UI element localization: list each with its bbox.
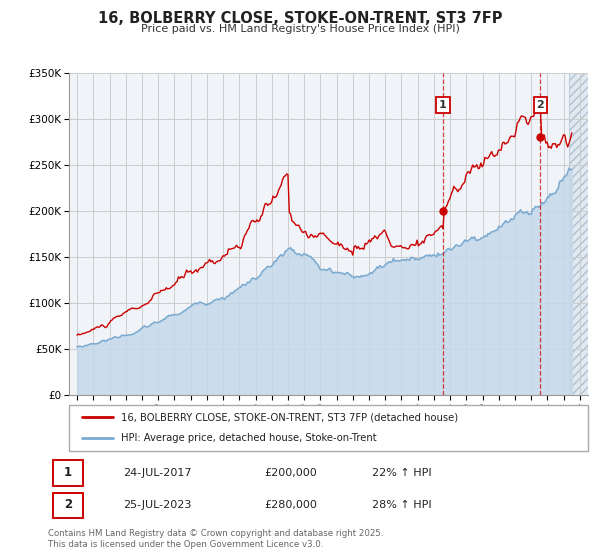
Text: Contains HM Land Registry data © Crown copyright and database right 2025.
This d: Contains HM Land Registry data © Crown c… [48, 529, 383, 549]
FancyBboxPatch shape [53, 460, 83, 486]
FancyBboxPatch shape [69, 405, 588, 451]
Text: 25-JUL-2023: 25-JUL-2023 [124, 500, 192, 510]
Text: 28% ↑ HPI: 28% ↑ HPI [372, 500, 431, 510]
Text: 2: 2 [64, 498, 72, 511]
Text: 1: 1 [64, 466, 72, 479]
Text: £280,000: £280,000 [264, 500, 317, 510]
Text: 16, BOLBERRY CLOSE, STOKE-ON-TRENT, ST3 7FP: 16, BOLBERRY CLOSE, STOKE-ON-TRENT, ST3 … [98, 11, 502, 26]
Bar [569, 73, 588, 395]
Text: 1: 1 [439, 100, 447, 110]
Text: 16, BOLBERRY CLOSE, STOKE-ON-TRENT, ST3 7FP (detached house): 16, BOLBERRY CLOSE, STOKE-ON-TRENT, ST3 … [121, 412, 458, 422]
Text: 2: 2 [536, 100, 544, 110]
Text: £200,000: £200,000 [264, 468, 317, 478]
Text: 22% ↑ HPI: 22% ↑ HPI [372, 468, 431, 478]
Bar [569, 73, 588, 395]
FancyBboxPatch shape [53, 493, 83, 518]
Text: 24-JUL-2017: 24-JUL-2017 [124, 468, 192, 478]
Text: Price paid vs. HM Land Registry's House Price Index (HPI): Price paid vs. HM Land Registry's House … [140, 24, 460, 34]
Text: HPI: Average price, detached house, Stoke-on-Trent: HPI: Average price, detached house, Stok… [121, 433, 377, 444]
